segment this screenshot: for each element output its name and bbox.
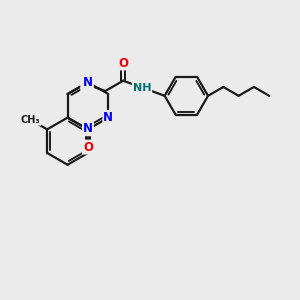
Text: S: S bbox=[81, 77, 90, 90]
Text: N: N bbox=[83, 76, 93, 89]
Text: N: N bbox=[83, 122, 93, 135]
Text: CH₃: CH₃ bbox=[21, 115, 40, 125]
Text: N: N bbox=[103, 111, 113, 124]
Text: NH: NH bbox=[133, 82, 151, 92]
Text: O: O bbox=[83, 141, 93, 154]
Text: O: O bbox=[118, 56, 128, 70]
